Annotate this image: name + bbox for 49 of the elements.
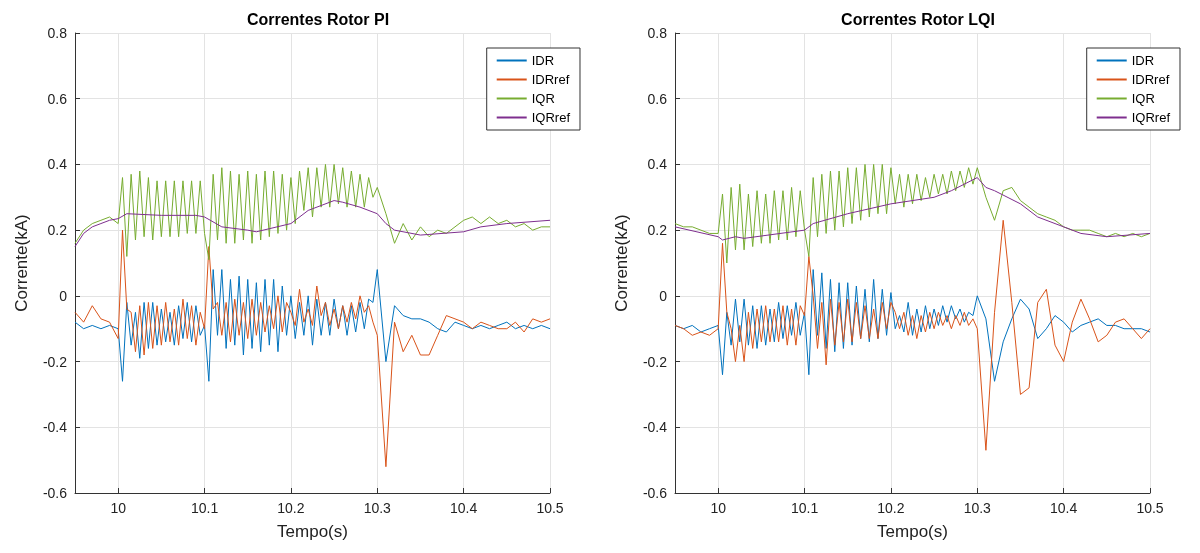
y-tick-label: 0.4 [47, 156, 68, 173]
y-tick-label: -0.4 [642, 419, 668, 436]
x-tick-label: 10.4 [450, 500, 478, 516]
x-axis-title: Tempo(s) [877, 522, 948, 541]
x-tick-label: 10.3 [363, 500, 392, 516]
line-series [74, 200, 551, 248]
y-axis-title: Corrente(kA) [612, 214, 631, 312]
y-axis-title: Corrente(kA) [12, 214, 31, 312]
y-tick-label: 0.6 [647, 90, 668, 107]
legend-label: IDR [531, 53, 555, 68]
y-tick-label: -0.6 [42, 485, 68, 501]
x-tick-label: 10 [110, 500, 127, 516]
y-tick-label: 0.8 [647, 25, 668, 41]
y-tick-label: 0.4 [647, 156, 668, 173]
x-tick-label: 10.2 [277, 500, 305, 516]
x-tick-label: 10.5 [536, 500, 564, 516]
y-tick-label: -0.2 [642, 353, 668, 370]
y-tick-label: 0.8 [47, 25, 68, 41]
y-tick-label: 0 [659, 287, 668, 304]
legend-label: IQRref [531, 110, 571, 125]
legend-label: IDRref [531, 72, 570, 87]
x-axis-title: Tempo(s) [277, 522, 348, 541]
line-series [674, 163, 1151, 264]
line-series [74, 163, 551, 261]
x-tick-label: 10 [710, 500, 727, 516]
y-tick-label: -0.2 [42, 353, 68, 370]
x-tick-label: 10.1 [190, 500, 219, 516]
legend-label: IQR [531, 91, 555, 106]
legend-label: IDRref [1131, 72, 1170, 87]
y-tick-label: 0.2 [47, 222, 68, 239]
line-series [74, 269, 551, 382]
x-tick-label: 10.3 [963, 500, 992, 516]
chart-title: Correntes Rotor LQI [841, 10, 995, 28]
x-tick-label: 10.5 [1136, 500, 1164, 516]
chart-title: Correntes Rotor PI [246, 10, 390, 28]
y-tick-label: 0 [59, 287, 68, 304]
x-tick-label: 10.4 [1050, 500, 1078, 516]
legend-label: IQRref [1131, 110, 1171, 125]
x-tick-label: 10.2 [877, 500, 905, 516]
x-tick-label: 10.1 [790, 500, 819, 516]
legend-label: IQR [1131, 91, 1155, 106]
line-series [674, 177, 1151, 241]
line-series [74, 229, 551, 468]
legend-label: IDR [1131, 53, 1155, 68]
line-series [674, 219, 1151, 451]
y-tick-label: -0.6 [642, 485, 668, 501]
y-tick-label: 0.2 [647, 222, 668, 239]
y-tick-label: -0.4 [42, 419, 68, 436]
y-tick-label: 0.6 [47, 90, 68, 107]
